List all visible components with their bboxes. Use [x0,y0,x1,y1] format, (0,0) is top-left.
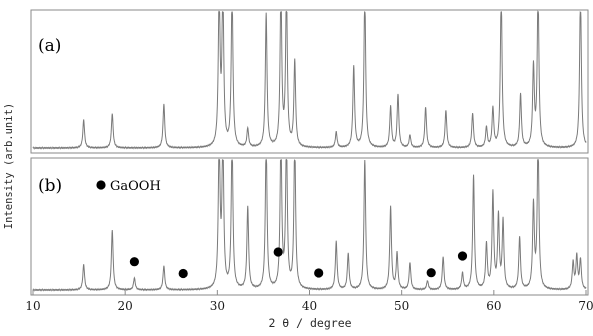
panel-a-group [32,9,587,150]
legend-label: GaOOH [110,179,161,194]
gaooh-marker [426,268,436,278]
gaooh-marker [273,247,283,257]
x-tick-label: 70 [578,299,593,313]
panel-b-group [32,158,587,292]
x-tick-label: 50 [394,299,409,313]
gaooh-marker [457,251,468,261]
gaooh-marker [178,268,188,279]
x-axis-label: 2 θ / degree [268,316,351,330]
x-tick-label: 30 [210,299,225,313]
panel-b-trace [32,158,587,292]
legend-marker [96,180,106,190]
x-tick-label: 10 [25,299,40,313]
x-tick-label: 20 [118,299,133,313]
panel-a-trace [32,9,587,150]
gaooh-marker [314,268,324,278]
panel-b-frame [30,157,589,296]
x-tick-label: 60 [486,299,501,313]
x-tick-label: 40 [302,299,317,313]
x-axis-ticks: 10 20 30 40 50 60 70 [25,290,593,313]
panel-a-frame [30,9,589,154]
y-axis-label: Intensity (arb.unit) [3,103,15,229]
gaooh-markers [129,247,468,279]
panel-a-label: (a) [38,36,61,56]
panel-b-label: (b) [38,176,62,196]
gaooh-marker [129,257,139,267]
